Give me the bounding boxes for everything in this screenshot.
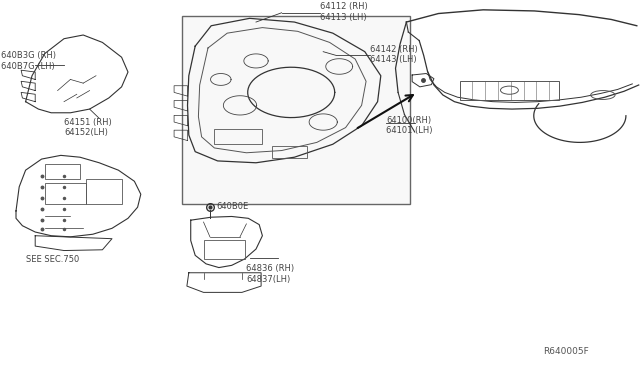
Bar <box>86 179 122 203</box>
Text: 64112 (RH)
64113 (LH): 64112 (RH) 64113 (LH) <box>320 2 368 22</box>
Text: 640B3G (RH)
640B7G (LH): 640B3G (RH) 640B7G (LH) <box>1 51 56 71</box>
Text: 640B0E: 640B0E <box>216 202 248 211</box>
Text: 64142 (RH)
64143 (LH): 64142 (RH) 64143 (LH) <box>370 45 418 64</box>
Text: 64100(RH)
64101 (LH): 64100(RH) 64101 (LH) <box>386 116 433 135</box>
Text: SEE SEC.750: SEE SEC.750 <box>26 254 79 263</box>
Bar <box>45 183 86 203</box>
Bar <box>45 164 80 179</box>
Text: 64836 (RH)
64837(LH): 64836 (RH) 64837(LH) <box>246 264 294 283</box>
Text: 64151 (RH)
64152(LH): 64151 (RH) 64152(LH) <box>64 118 112 137</box>
Bar <box>460 81 559 100</box>
Bar <box>272 146 307 158</box>
Bar <box>204 240 245 259</box>
Bar <box>182 16 410 203</box>
Bar <box>214 129 262 144</box>
Text: R640005F: R640005F <box>543 347 588 356</box>
